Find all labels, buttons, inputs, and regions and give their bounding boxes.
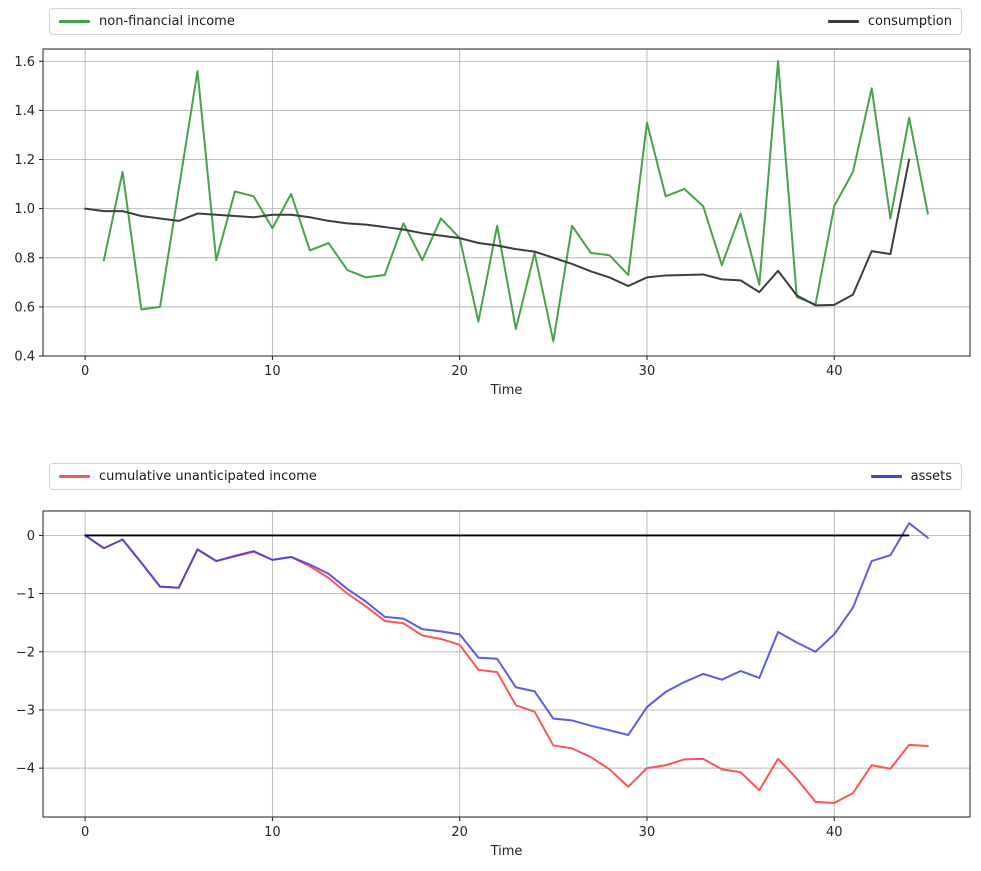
series-cumulative-unanticipated-income [84,534,929,805]
ytick-label: 1.4 [14,104,35,119]
ytick-label: 0 [27,529,35,544]
legend-item-assets: assets [870,469,952,484]
xtick-label: 10 [264,825,281,840]
income-line-swatch [59,20,90,23]
xtick-label: 20 [451,825,468,840]
xtick-label: 10 [264,364,281,379]
chart-top: 0 10 20 30 40 0.4 0.6 0.8 1.0 1.2 1.4 1.6 [14,48,971,379]
consumption-line-swatch [827,20,859,23]
plot-border [42,510,971,818]
legend-label-assets: assets [910,469,952,484]
series-consumption [84,158,911,307]
legend-bottom: cumulative unanticipated income assets [49,463,962,490]
ytick-label: 1.0 [14,202,35,217]
cumulative-income-line-swatch [59,475,90,478]
xtick-label: 20 [451,364,468,379]
ytick-label: 1.6 [14,55,35,70]
xtick-label: 40 [826,825,843,840]
legend-label-consumption: consumption [867,14,952,29]
legend-item-nonfinancial-income: non-financial income [59,15,235,28]
legend-item-consumption: consumption [827,14,952,29]
ytick-label: 0.8 [14,251,35,266]
xtick-label: 30 [639,364,656,379]
xaxis-label-top: Time [490,383,523,398]
legend-top: non-financial income consumption [49,8,962,35]
ytick-label: −2 [16,645,35,660]
ytick-label: 0.6 [14,300,35,315]
plot-border [42,48,971,357]
legend-label-cumulative-unanticipated-income: cumulative unanticipated income [99,469,317,484]
ytick-label: 0.4 [14,350,35,365]
assets-line-swatch [870,475,902,478]
xtick-label: 30 [639,825,656,840]
xaxis-label-bottom: Time [490,844,523,859]
ytick-label: −3 [16,703,35,718]
chart-bottom: 0 10 20 30 40 0 −1 −2 −3 −4 [16,510,971,840]
ytick-label: −4 [16,762,35,777]
xtick-label: 40 [826,364,843,379]
ytick-label: 1.2 [14,153,35,168]
xtick-label: 0 [81,364,89,379]
series-non-financial-income [102,60,929,343]
legend-label-nonfinancial-income: non-financial income [99,14,235,29]
xtick-label: 0 [81,825,89,840]
series-assets [84,522,929,736]
legend-item-cumulative-unanticipated-income: cumulative unanticipated income [59,470,317,483]
ytick-label: −1 [16,587,35,602]
